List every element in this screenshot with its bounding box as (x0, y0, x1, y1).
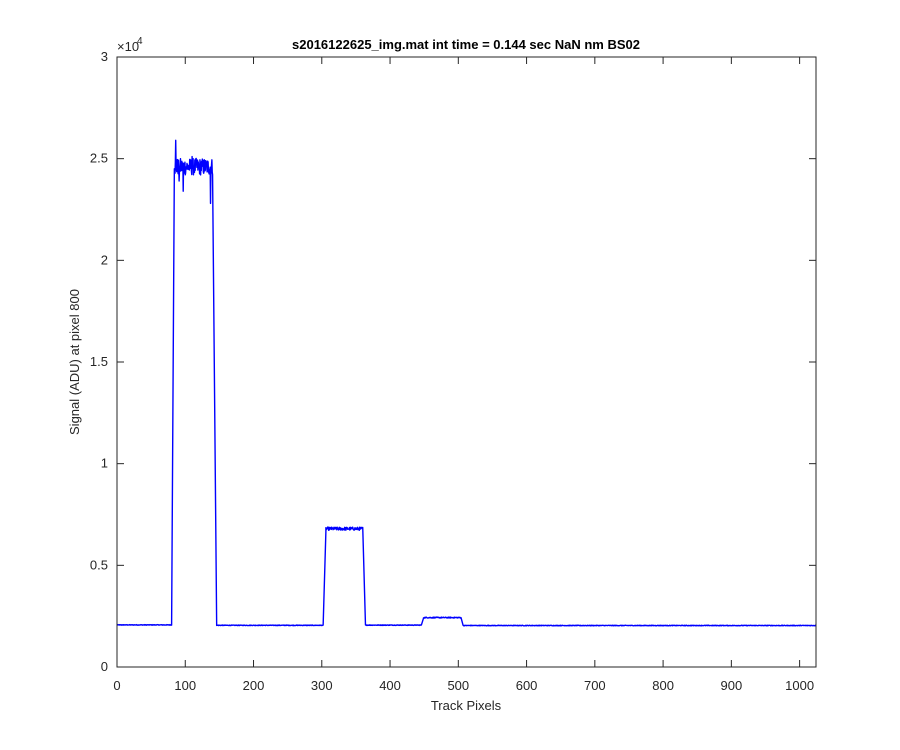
y-tick-label: 1.5 (90, 354, 108, 369)
y-axis-label: Signal (ADU) at pixel 800 (67, 289, 82, 435)
x-tick-label: 100 (174, 678, 196, 693)
x-tick-label: 600 (516, 678, 538, 693)
x-tick-label: 300 (311, 678, 333, 693)
y-tick-label: 1 (101, 456, 108, 471)
x-tick-label: 0 (113, 678, 120, 693)
x-axis-label: Track Pixels (431, 698, 502, 713)
x-tick-label: 500 (447, 678, 469, 693)
y-tick-label: 0 (101, 659, 108, 674)
x-tick-label: 900 (721, 678, 743, 693)
x-tick-label: 400 (379, 678, 401, 693)
series-line (116, 139, 817, 627)
x-tick-label: 700 (584, 678, 606, 693)
y-tick-label: 0.5 (90, 557, 108, 572)
y-tick-label: 2.5 (90, 151, 108, 166)
y-tick-label: 3 (101, 49, 108, 64)
x-tick-label: 1000 (785, 678, 814, 693)
plot-area (117, 57, 816, 667)
y-exponent-power: 4 (137, 36, 143, 47)
y-exponent-base: ×10 (117, 39, 139, 54)
x-tick-label: 200 (243, 678, 265, 693)
plot-frame (116, 56, 817, 668)
y-axis-exponent: ×10 4 (117, 36, 143, 54)
y-tick-label: 2 (101, 252, 108, 267)
chart-title: s2016122625_img.mat int time = 0.144 sec… (292, 37, 640, 52)
x-tick-label: 800 (652, 678, 674, 693)
